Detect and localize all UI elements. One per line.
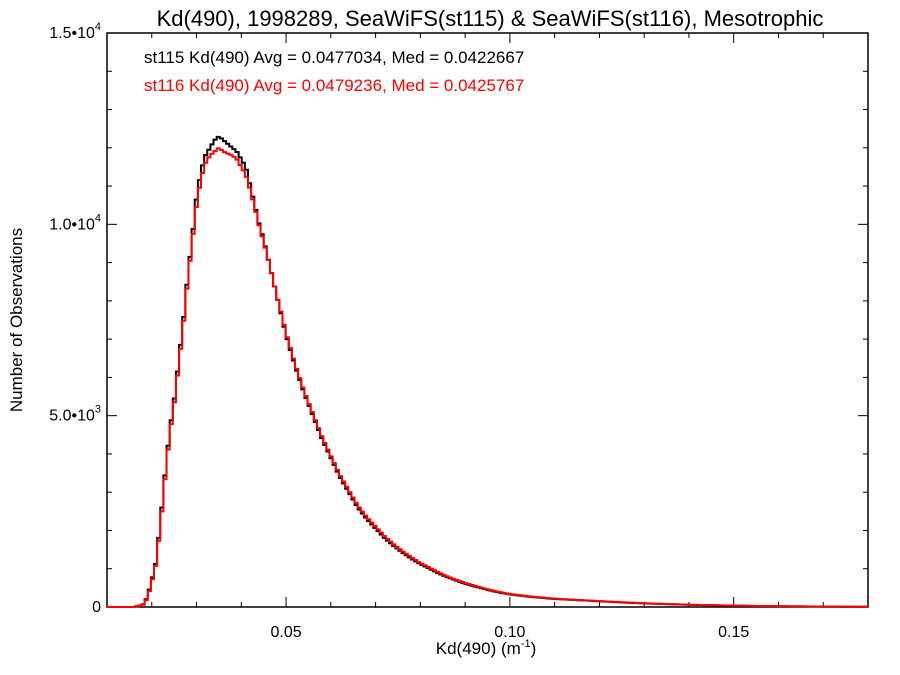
plot-frame [106, 32, 869, 608]
x-tick-label: 0.10 [494, 624, 525, 641]
histogram-lines [107, 135, 868, 608]
x-tick-label: 0.15 [718, 624, 749, 641]
y-tick-label: 1.0•104 [49, 212, 101, 233]
chart-title: Kd(490), 1998289, SeaWiFS(st115) & SeaWi… [157, 6, 824, 31]
x-axis-label: Kd(490) (m-1) [436, 638, 536, 658]
y-tick-label: 0 [92, 599, 101, 616]
series-stats-st116: st116 Kd(490) Avg = 0.0479236, Med = 0.0… [144, 76, 524, 95]
x-tick-label: 0.05 [270, 624, 301, 641]
y-tick-label: 5.0•103 [49, 404, 101, 425]
axis-ticks: 0.05 0.10 0.15 0 5.0•103 1.0•104 1.5•104 [49, 21, 868, 641]
series-line-st116 [107, 147, 868, 608]
y-axis-label: Number of Observations [7, 228, 26, 412]
y-tick-label: 1.5•104 [49, 21, 101, 42]
series-line-st115 [107, 135, 868, 608]
series-stats-st115: st115 Kd(490) Avg = 0.0477034, Med = 0.0… [144, 48, 524, 67]
